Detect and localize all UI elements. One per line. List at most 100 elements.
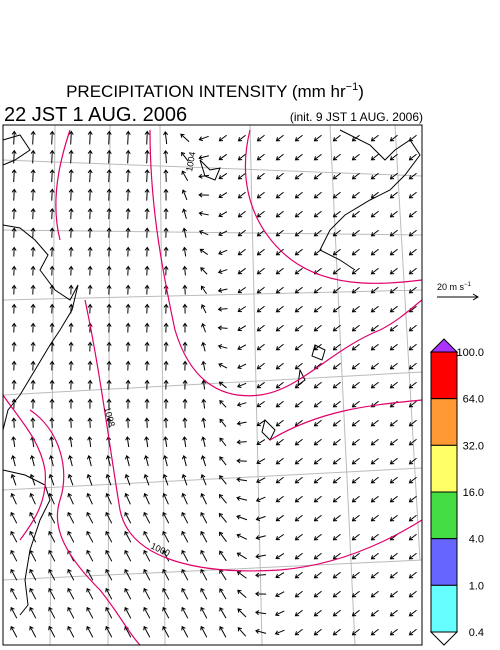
wind-arrow: [30, 417, 36, 428]
wind-arrow: [86, 473, 93, 486]
wind-arrow: [68, 246, 74, 257]
wind-arrow: [389, 514, 398, 522]
wind-arrow: [218, 381, 227, 389]
wind-arrow: [351, 248, 360, 256]
wind-arrow: [48, 549, 56, 562]
wind-arrow: [106, 322, 112, 333]
wind-arrow: [49, 341, 55, 352]
wind-arrow: [125, 379, 131, 390]
wind-arrow: [87, 284, 93, 295]
wind-arrow: [10, 625, 18, 638]
wind-arrow: [408, 267, 417, 275]
wind-arrow: [125, 188, 131, 201]
wind-arrow: [29, 587, 37, 600]
wind-arrow: [68, 360, 74, 371]
wind-arrow: [236, 552, 247, 560]
wind-arrow: [275, 305, 284, 313]
wind-arrow: [219, 607, 227, 619]
wind-arrow: [200, 285, 207, 295]
wind-arrow: [68, 188, 74, 201]
map: 1004 1008 1000: [2, 124, 423, 646]
wind-arrow: [67, 587, 75, 600]
wind-arrow: [370, 324, 379, 332]
isobar: [55, 129, 423, 397]
wind-arrow: [370, 305, 379, 313]
wind-arrow: [11, 303, 17, 314]
wind-arrow: [389, 191, 398, 199]
wind-arrow: [275, 572, 285, 579]
wind-arrow: [198, 135, 209, 142]
wind-arrow: [67, 473, 74, 486]
wind-arrow: [11, 360, 17, 371]
valid-time: 22 JST 1 AUG. 2006: [4, 104, 187, 126]
wind-arrow: [68, 130, 74, 145]
wind-arrow: [87, 130, 93, 145]
wind-arrow: [106, 379, 112, 390]
wind-arrow: [49, 188, 55, 201]
wind-arrow: [49, 169, 55, 183]
colorbar-tick-label: 32.0: [463, 440, 484, 452]
wind-arrow: [181, 587, 189, 600]
wind-arrow: [332, 400, 341, 408]
wind-arrow: [67, 606, 75, 619]
wind-arrow: [275, 172, 284, 180]
wind-arrow: [237, 153, 246, 161]
colorbar-segment: [430, 538, 458, 586]
wind-arrow: [256, 477, 266, 484]
wind-arrow: [11, 284, 17, 295]
wind-arrow: [275, 362, 284, 370]
wind-arrow: [294, 533, 303, 541]
wind-arrow: [200, 474, 207, 486]
wind-arrow: [30, 149, 36, 164]
wind-arrow: [68, 284, 74, 295]
wind-arrow: [182, 284, 188, 295]
wind-arrow: [48, 568, 56, 581]
wind-arrow: [255, 628, 267, 634]
wind-arrow: [106, 169, 112, 183]
wind-arrow: [256, 153, 265, 161]
wind-arrow: [332, 191, 341, 199]
wind-arrow: [68, 341, 74, 352]
wind-arrow: [237, 589, 247, 599]
wind-arrow: [144, 207, 150, 220]
wind-arrow: [29, 473, 36, 486]
wind-arrow: [86, 511, 94, 524]
wind-arrow: [389, 210, 398, 218]
wind-arrow: [124, 606, 132, 619]
wind-arrow: [162, 511, 170, 524]
wind-arrow: [124, 568, 132, 581]
wind-arrow: [313, 609, 322, 617]
wind-arrow: [408, 514, 417, 522]
wind-arrow: [275, 134, 284, 142]
wind-arrow: [237, 363, 247, 370]
init-time: (init. 9 JST 1 AUG. 2006): [290, 110, 423, 124]
wind-arrow: [10, 549, 18, 562]
wind-arrow: [408, 191, 417, 199]
wind-arrow: [162, 587, 170, 600]
wind-arrow: [182, 303, 188, 314]
wind-arrow: [124, 454, 130, 467]
wind-arrow: [408, 533, 417, 541]
wind-arrow: [351, 172, 360, 180]
wind-arrow: [181, 511, 189, 524]
wind-arrow: [219, 550, 227, 562]
wind-arrow: [408, 609, 417, 617]
wind-arrow: [274, 610, 285, 617]
wind-arrow: [389, 590, 398, 598]
wind-arrow: [332, 229, 341, 237]
wind-arrow: [408, 248, 417, 256]
wind-arrow: [125, 149, 131, 164]
vector-legend: 20 m s−1: [437, 282, 479, 301]
wind-arrow: [106, 246, 112, 257]
wind-arrow: [294, 153, 303, 161]
coastline-west: [2, 224, 79, 431]
wind-arrow: [275, 248, 284, 256]
wind-arrow: [217, 325, 228, 331]
wind-arrow: [217, 306, 228, 312]
wind-arrow: [86, 454, 92, 467]
colorbar-segment: [430, 444, 458, 493]
wind-arrow: [370, 514, 379, 522]
wind-arrow: [105, 454, 111, 467]
wind-arrow: [144, 130, 150, 145]
wind-arrow: [236, 477, 248, 483]
